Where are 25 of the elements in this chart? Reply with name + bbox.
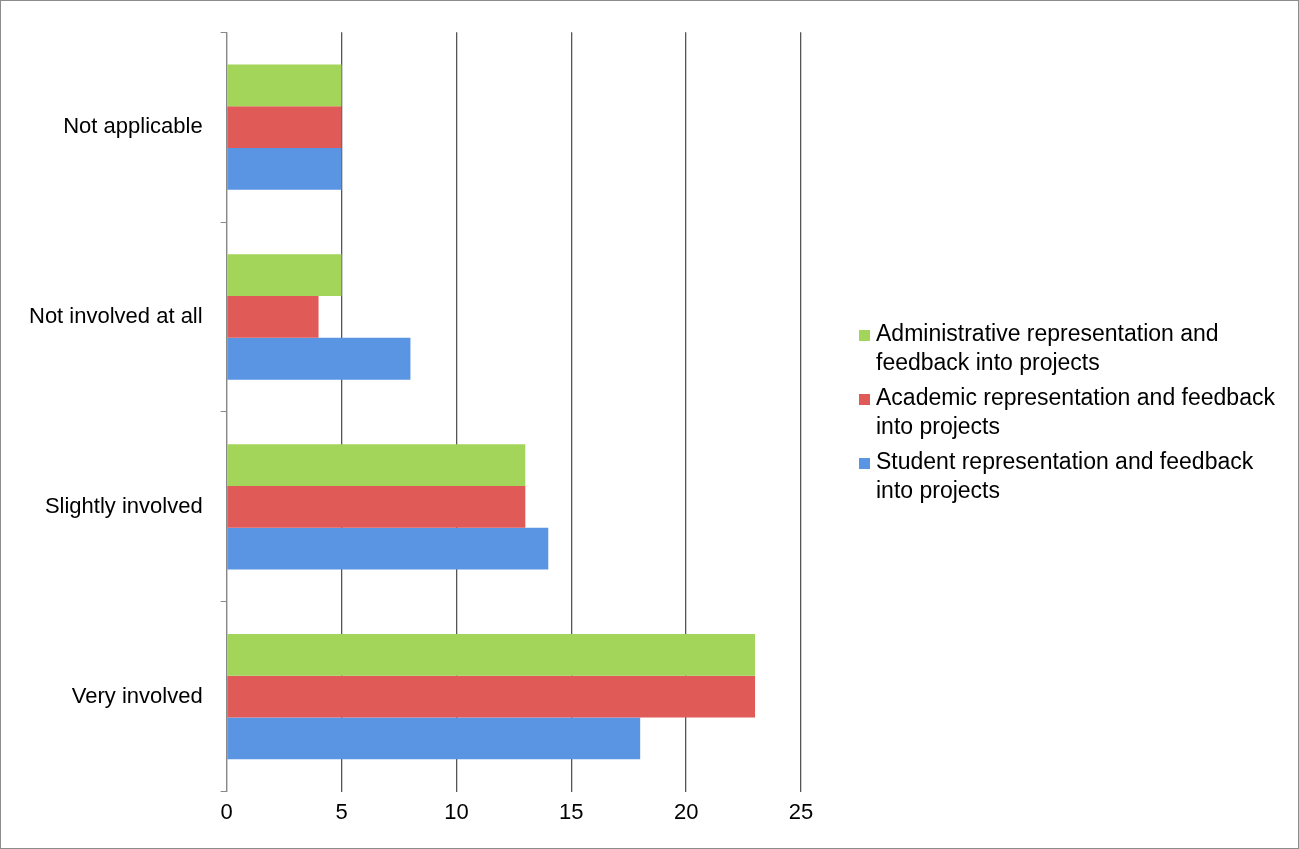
y-tick-label: Not applicable [63, 113, 203, 139]
x-tick-label: 15 [559, 798, 584, 824]
bar [227, 148, 342, 190]
x-tick-label: 10 [444, 798, 469, 824]
bar [227, 634, 756, 676]
bar [227, 254, 342, 297]
bar [227, 106, 342, 149]
y-tick-label: Slightly involved [44, 492, 203, 518]
bar [227, 337, 411, 380]
y-tick-label: Very involved [71, 682, 203, 708]
y-tick-label: Not involved at all [28, 303, 203, 329]
x-tick-label: 20 [673, 798, 699, 824]
bar [227, 675, 756, 718]
x-tick-label: 0 [220, 798, 233, 824]
bar [227, 296, 319, 338]
x-tick-label: 25 [788, 798, 814, 824]
bar [227, 717, 641, 760]
bar [227, 485, 526, 528]
bar [227, 444, 526, 486]
legend-label: Administrative representation and feedback into projects [876, 319, 1220, 377]
bar [227, 64, 342, 107]
bar [227, 527, 549, 570]
legend-label: Academic representation and feedback into projects [876, 383, 1276, 441]
legend-label: Student representation and feedback into projects [876, 447, 1255, 505]
x-tick-label: 5 [335, 798, 348, 824]
